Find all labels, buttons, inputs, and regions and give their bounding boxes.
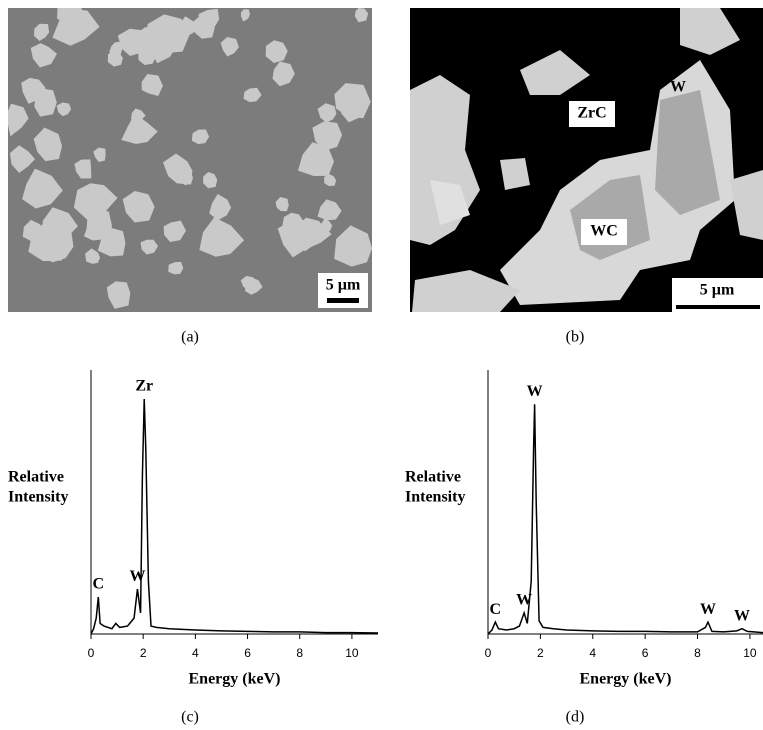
phase-label: WC (590, 223, 618, 240)
panel-label: (d) (566, 709, 585, 726)
x-tick-label: 8 (296, 646, 303, 660)
peak-label: C (93, 576, 105, 593)
x-tick-label: 10 (345, 646, 359, 660)
peak-label: Zr (135, 378, 153, 395)
y-axis-label: Intensity (405, 489, 465, 506)
panel-label: (a) (181, 329, 199, 346)
x-tick-label: 6 (244, 646, 251, 660)
x-tick-label: 6 (642, 646, 649, 660)
scale-bar (327, 298, 359, 303)
x-axis-label: Energy (keV) (189, 671, 281, 688)
peak-label: W (734, 607, 750, 624)
scale-text: 5 µm (700, 282, 735, 299)
x-tick-label: 4 (589, 646, 596, 660)
peak-label: C (490, 601, 502, 618)
grain (500, 158, 530, 190)
x-tick-label: 2 (140, 646, 147, 660)
peak-label: W (129, 568, 145, 585)
micrograph-b: ZrC W WC 5 µm (410, 8, 763, 312)
phase-label: W (670, 79, 686, 96)
figure: 5 µm ZrC W WC 5 µm (a) (b) 0246810Relati… (0, 0, 763, 730)
x-tick-label: 10 (743, 646, 757, 660)
x-tick-label: 2 (537, 646, 544, 660)
peak-label: W (700, 601, 716, 618)
y-axis-label: Relative (405, 469, 461, 486)
x-tick-label: 0 (485, 646, 492, 660)
micrograph-a: 5 µm (8, 8, 372, 312)
spectrum (91, 399, 378, 634)
x-tick-label: 8 (694, 646, 701, 660)
y-axis-label: Intensity (8, 489, 68, 506)
scale-text: 5 µm (326, 277, 361, 294)
x-axis-label: Energy (keV) (580, 671, 672, 688)
panel-label: (c) (181, 709, 199, 726)
scale-bar (676, 305, 760, 309)
y-axis-label: Relative (8, 469, 64, 486)
x-tick-label: 4 (192, 646, 199, 660)
phase-label: ZrC (577, 105, 606, 122)
x-tick-label: 0 (88, 646, 95, 660)
peak-label: W (527, 383, 543, 400)
peak-label: W (516, 592, 532, 609)
panel-label: (b) (566, 329, 585, 346)
